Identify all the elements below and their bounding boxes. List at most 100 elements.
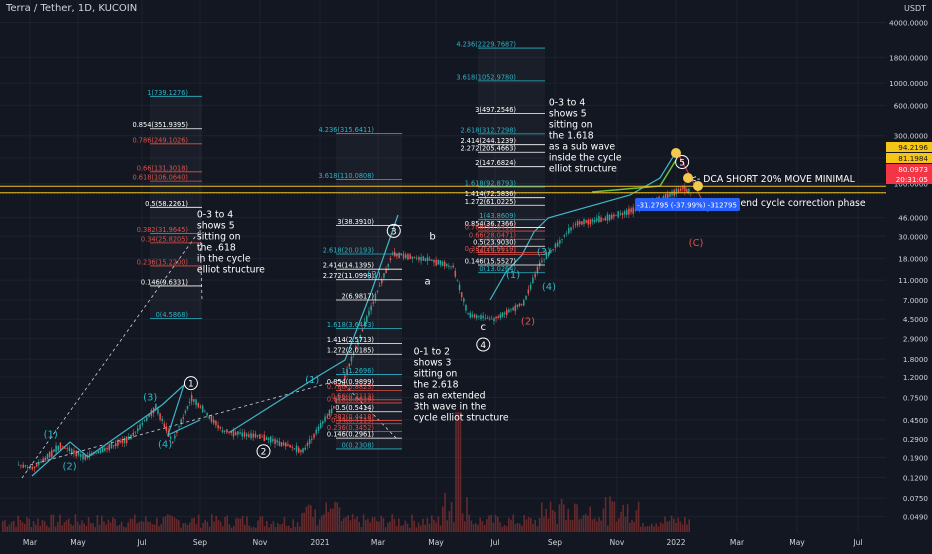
candle-body [132,432,135,436]
annotation-line: 3th wave in the [414,402,487,413]
y-tick-label: 0.1200 [903,474,929,483]
candle-body [204,411,206,413]
candle-body [272,439,274,442]
fib-set: 4.236(315.6411) 3.618(110.0808) 3(38.3910)… [319,126,402,449]
candle-body [243,432,246,437]
volume-bar [250,527,253,532]
fib-level-label: 0.382(31.9645) [137,226,188,234]
volume-bar [211,514,213,532]
candle-body [443,261,446,267]
fib-level-label: 0.786(249.1026) [133,136,188,144]
annotation-line: time for a end cycle correction phase [692,198,866,209]
volume-bar [68,518,70,532]
fib-level-label: 2.414(14.1395) [323,262,374,270]
volume-bar [228,524,231,532]
candle-body [512,307,514,311]
candle-body [193,399,195,402]
candle-body [317,426,320,431]
volume-bar [329,508,332,532]
volume-bar [61,525,63,532]
candle-body [341,382,344,386]
annotation-text: 0-3 to 4 shows 5 sitting on the .618 in the … [197,210,265,276]
candle-body [559,240,561,244]
volume-bar [444,492,446,532]
candle-body [195,399,197,406]
candle-body [31,467,34,470]
candle-body [366,315,368,322]
candle-body [473,314,476,318]
volume-bar [215,515,217,532]
candle-body [280,441,283,447]
annotation-text: time for a end cycle correction phase [692,198,866,209]
candle-body [121,439,124,443]
volume-bar [648,525,651,532]
candle-body [276,440,278,443]
candle-body [148,413,150,417]
y-tick-label: 100.0000 [894,180,929,189]
candle-body [383,273,385,278]
candle-body [482,315,484,318]
candle-body [22,464,24,468]
candle-body [433,259,435,263]
wave-label: 5 [679,158,685,168]
candle-body [541,260,543,262]
wave-labels: (1) (2) (3) (4) 1 2 (1) (3) 3 b a c 4 (1) (3) (2) (4) 5 (C… [44,154,704,472]
candle-body [38,462,40,465]
price-tag-label: 20:31:05 [896,175,928,184]
volume-bar [470,520,473,532]
volume-bar [494,514,497,532]
candle-body [572,225,575,227]
volume-bar [622,504,624,532]
candle-body [450,266,452,268]
volume-bar [629,522,631,532]
x-tick-label: May [789,538,805,547]
volume-bar [164,515,167,532]
candle-body [435,259,437,266]
candle-body [589,219,592,225]
volume-bar [248,525,250,532]
volume-bar [481,521,484,532]
candle-body [215,420,217,426]
volume-bar [46,525,48,532]
candle-body [581,221,583,225]
volume-bar [360,526,363,532]
fib-level-label: 0.854(0.9899) [327,378,374,386]
volume-bar [76,521,79,532]
candle-body [123,438,126,444]
wave-label: (2) [63,461,77,472]
volume-bar [241,515,244,532]
volume-bar [668,520,671,532]
y-tick-label: 30.0000 [898,232,928,241]
candle-body [391,253,394,254]
dashed-trendline [21,229,201,479]
volume-bar [380,515,382,532]
volume-bar [24,524,26,532]
candle-body [97,451,100,454]
volume-bar [237,518,239,532]
volume-bar [510,519,512,532]
wave-path-line [229,214,399,433]
volume-bar [39,525,41,532]
volume-bar [461,513,464,532]
volume-bar [255,527,257,532]
candle-body [503,312,506,315]
fib-level-label: 2.618(312.7298) [461,126,516,134]
volume-bar [17,515,19,532]
volume-bar [519,523,521,532]
fib-level-label: 1(43.8609) [479,212,516,220]
volume-bar [281,523,283,532]
candle-body [40,462,42,463]
candle-body [165,426,168,432]
annotation-line: 0-3 to 4 [197,210,233,221]
y-tick-label: 18.0000 [898,255,928,264]
candle-body [547,252,550,256]
volume-bar [321,515,323,532]
volume-bar [578,519,580,532]
volume-bar [171,515,173,532]
candle-body [623,211,626,215]
candle-body [407,253,409,260]
x-tick-label: Nov [253,538,268,547]
volume-bar [345,516,347,532]
